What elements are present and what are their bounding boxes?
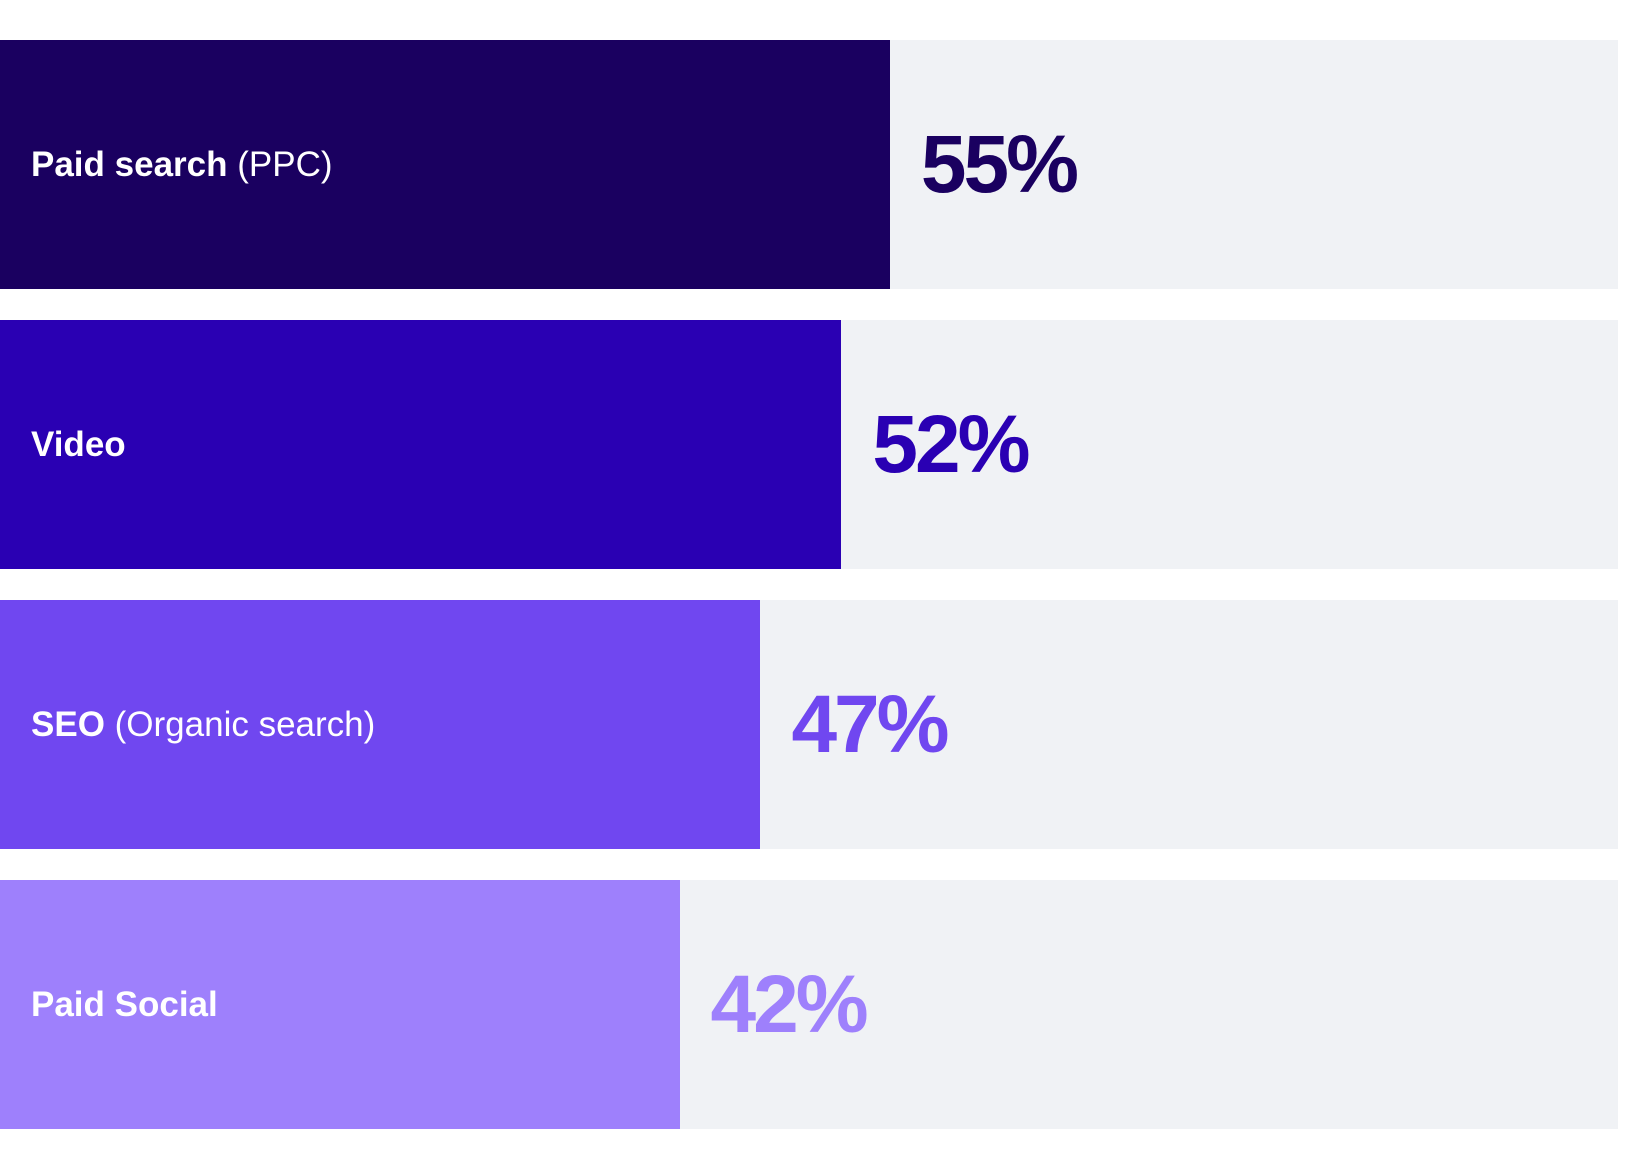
category-name: Paid search <box>31 144 228 184</box>
category-name: Paid Social <box>31 984 218 1024</box>
bar-track: SEO (Organic search) 47% <box>0 600 1618 849</box>
category-qualifier: (PPC) <box>227 144 333 184</box>
category-qualifier: (Organic search) <box>104 704 376 744</box>
category-name: Video <box>31 424 126 464</box>
category-label: Paid Social <box>31 985 218 1025</box>
bar: Paid search (PPC) <box>0 40 890 289</box>
category-label: SEO (Organic search) <box>31 705 375 745</box>
bar: SEO (Organic search) <box>0 600 761 849</box>
value-label: 42% <box>710 958 869 1050</box>
value-label: 55% <box>920 118 1079 210</box>
bar: Video <box>0 320 842 569</box>
category-label: Video <box>31 425 126 465</box>
bar-track: Video 52% <box>0 320 1618 569</box>
value-label: 52% <box>872 398 1030 490</box>
bar-track: Paid Social 42% <box>0 880 1618 1129</box>
category-name: SEO <box>31 704 105 744</box>
bar: Paid Social <box>0 880 680 1129</box>
category-label: Paid search (PPC) <box>31 145 333 185</box>
bar-track: Paid search (PPC) 55% <box>0 40 1618 289</box>
value-label: 47% <box>791 678 949 770</box>
